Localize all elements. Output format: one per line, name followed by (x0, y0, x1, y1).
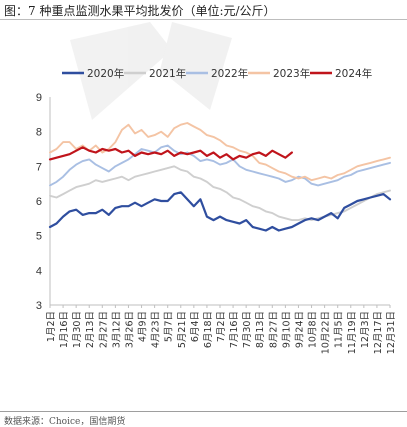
y-tick-label: 3 (36, 300, 42, 312)
x-tick-label: 6月4日 (190, 311, 201, 342)
figure-title: 图：7 种重点监测水果平均批发价（单位:元/公斤） (4, 4, 276, 18)
series-line-2023年 (49, 122, 391, 182)
x-tick-label: 7月30日 (242, 311, 253, 348)
x-tick-label: 12月3日 (360, 311, 371, 348)
legend-label: 2024年 (335, 67, 372, 80)
x-axis: 1月2日 1月16日 1月30日 2月13日 2月27日 3月12日 3月26日 4月9日 4月… (46, 304, 397, 354)
x-tick-label: 3月12日 (111, 311, 122, 348)
y-axis: 3 4 5 6 7 8 9 (36, 92, 51, 312)
x-tick-label: 9月24日 (294, 311, 305, 348)
source-note: 数据来源：Choice，国信期货 (4, 417, 126, 427)
x-tick-label: 7月2日 (216, 311, 227, 342)
legend-label: 2022年 (211, 67, 248, 80)
title-divider (0, 19, 407, 20)
x-tick-label: 11月5日 (334, 311, 345, 348)
y-tick-label: 7 (36, 161, 42, 173)
x-tick-label: 1月16日 (59, 311, 70, 348)
x-tick-label: 5月7日 (164, 311, 175, 342)
legend-label: 2020年 (87, 67, 124, 80)
x-tick-label: 12月17日 (373, 311, 384, 354)
x-tick-label: 1月2日 (46, 311, 57, 342)
x-tick-label: 7月16日 (229, 311, 240, 348)
legend-label: 2023年 (273, 67, 310, 80)
source-divider (0, 411, 407, 412)
x-tick-label: 6月18日 (203, 311, 214, 348)
x-tick-label: 9月10日 (281, 311, 292, 348)
y-tick-label: 4 (36, 265, 42, 277)
y-tick-label: 9 (36, 92, 42, 104)
x-tick-label: 4月9日 (138, 311, 149, 342)
series-line-2020年 (48, 191, 392, 232)
x-tick-label: 2月13日 (85, 311, 96, 348)
x-tick-label: 8月27日 (268, 311, 279, 348)
y-tick-label: 6 (36, 196, 42, 208)
series-line-2024年 (48, 146, 293, 161)
watermark-logo (70, 22, 232, 120)
x-tick-label: 10月22日 (321, 311, 332, 354)
y-tick-label: 8 (36, 127, 42, 139)
x-tick-label: 5月21日 (177, 311, 188, 348)
x-tick-label: 4月23日 (151, 311, 162, 348)
x-tick-label: 10月8日 (308, 311, 319, 348)
y-tick-label: 5 (36, 231, 42, 243)
series-line-2022年 (49, 144, 391, 187)
x-tick-label: 3月26日 (124, 311, 135, 348)
x-tick-label: 11月19日 (347, 311, 358, 354)
legend-label: 2021年 (149, 67, 186, 80)
x-tick-label: 12月31日 (386, 311, 397, 354)
plot-series (48, 122, 392, 232)
x-tick-label: 2月27日 (98, 311, 109, 348)
x-tick-label: 8月13日 (255, 311, 266, 348)
legend: 2020年 2021年 2022年 2023年 2024年 (62, 67, 372, 80)
x-tick-label: 1月30日 (72, 311, 83, 348)
